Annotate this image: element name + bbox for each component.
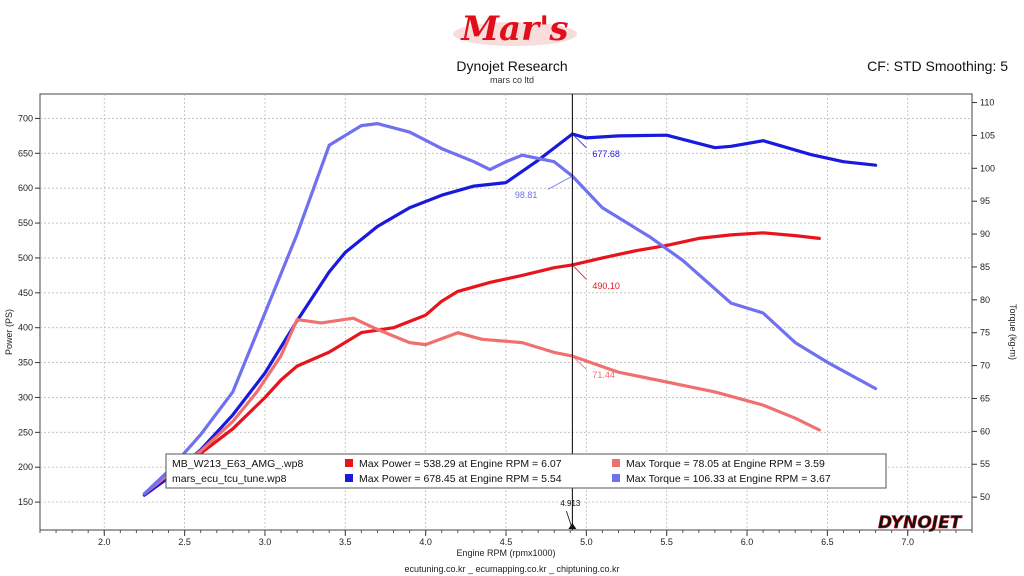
y-right-tick-label: 50: [980, 492, 990, 502]
x-tick-label: 4.0: [419, 537, 432, 547]
y-right-tick-label: 85: [980, 262, 990, 272]
x-tick-label: 5.0: [580, 537, 593, 547]
y-left-tick-label: 150: [18, 497, 33, 507]
legend-torque-swatch: [612, 474, 620, 482]
cursor-leader-power_stock: [572, 264, 587, 280]
footer-websites: ecutuning.co.kr _ ecumapping.co.kr _ chi…: [404, 564, 620, 574]
x-axis-label: Engine RPM (rpmx1000): [456, 548, 555, 558]
rpm-cursor-marker: [568, 523, 577, 529]
y-left-tick-label: 200: [18, 462, 33, 472]
y-left-tick-label: 400: [18, 323, 33, 333]
legend-file-name: mars_ecu_tcu_tune.wp8: [172, 473, 287, 485]
series-line-power_tune: [142, 132, 878, 497]
y-right-tick-label: 110: [980, 98, 994, 108]
legend-power-text: Max Power = 678.45 at Engine RPM = 5.54: [359, 473, 562, 485]
y-right-tick-label: 100: [980, 163, 995, 173]
legend-file-name: MB_W213_E63_AMG_.wp8: [172, 458, 303, 470]
x-tick-label: 6.0: [741, 537, 754, 547]
cursor-value-torque_tune: 98.81: [515, 190, 538, 200]
series-line-torque_stock: [142, 316, 821, 496]
x-tick-label: 2.0: [98, 537, 111, 547]
dynojet-logo: DYNOJET: [878, 513, 963, 534]
legend-power-text: Max Power = 538.29 at Engine RPM = 6.07: [359, 458, 562, 470]
legend-torque-text: Max Torque = 78.05 at Engine RPM = 3.59: [626, 458, 825, 470]
rpm-cursor-pointer: [565, 510, 572, 527]
dynojet-text: DYNOJET: [878, 513, 963, 533]
y-left-tick-label: 550: [18, 218, 33, 228]
legend-torque-swatch: [612, 459, 620, 467]
y-left-tick-label: 450: [18, 288, 33, 298]
x-tick-label: 3.5: [339, 537, 352, 547]
y-left-axis-label: Power (PS): [4, 309, 14, 355]
cursor-leader-torque_stock: [572, 355, 587, 370]
y-right-tick-label: 65: [980, 393, 990, 403]
rpm-cursor-value: 4.913: [560, 499, 581, 508]
chart-subtitle: mars co ltd: [489, 75, 534, 85]
chart-title: Dynojet Research: [456, 58, 568, 74]
y-right-axis-label: Torque (kg-m): [1008, 304, 1018, 360]
series-line-torque_tune: [142, 121, 878, 496]
y-right-tick-label: 95: [980, 196, 990, 206]
x-tick-label: 7.0: [901, 537, 914, 547]
legend-power-swatch: [345, 459, 353, 467]
cursor-leader-torque_tune: [547, 175, 573, 190]
y-right-tick-label: 80: [980, 295, 990, 305]
y-right-tick-label: 70: [980, 361, 990, 371]
y-right-tick-label: 60: [980, 426, 990, 436]
legend-box: [165, 453, 887, 489]
x-tick-label: 6.5: [821, 537, 834, 547]
y-left-tick-label: 600: [18, 183, 33, 193]
cursor-value-torque_stock: 71.44: [592, 370, 615, 380]
y-left-tick-label: 250: [18, 427, 33, 437]
y-left-tick-label: 500: [18, 253, 33, 263]
logo-text: Mar's: [460, 9, 568, 49]
x-tick-label: 2.5: [178, 537, 191, 547]
legend-torque-text: Max Torque = 106.33 at Engine RPM = 3.67: [626, 473, 831, 485]
y-right-tick-label: 105: [980, 130, 995, 140]
x-tick-label: 4.5: [500, 537, 513, 547]
cursor-value-power_stock: 490.10: [592, 281, 620, 291]
y-right-tick-label: 90: [980, 229, 990, 239]
legend-power-swatch: [345, 474, 353, 482]
x-tick-label: 3.0: [259, 537, 272, 547]
y-left-tick-label: 350: [18, 358, 33, 368]
cursor-leader-power_tune: [572, 133, 587, 149]
y-right-tick-label: 75: [980, 328, 990, 338]
y-left-tick-label: 650: [18, 148, 33, 158]
y-left-tick-label: 300: [18, 392, 33, 402]
cursor-value-power_tune: 677.68: [592, 149, 620, 159]
correction-factor: CF: STD Smoothing: 5: [867, 58, 1008, 74]
series-line-power_stock: [142, 231, 821, 497]
x-tick-label: 5.5: [660, 537, 673, 547]
y-right-tick-label: 55: [980, 459, 990, 469]
y-left-tick-label: 700: [18, 113, 33, 123]
mars-logo: Mar's: [453, 9, 577, 49]
